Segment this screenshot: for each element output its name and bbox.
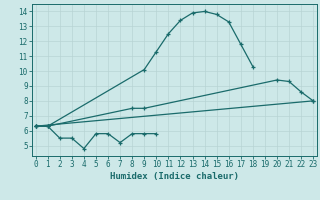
X-axis label: Humidex (Indice chaleur): Humidex (Indice chaleur) (110, 172, 239, 181)
